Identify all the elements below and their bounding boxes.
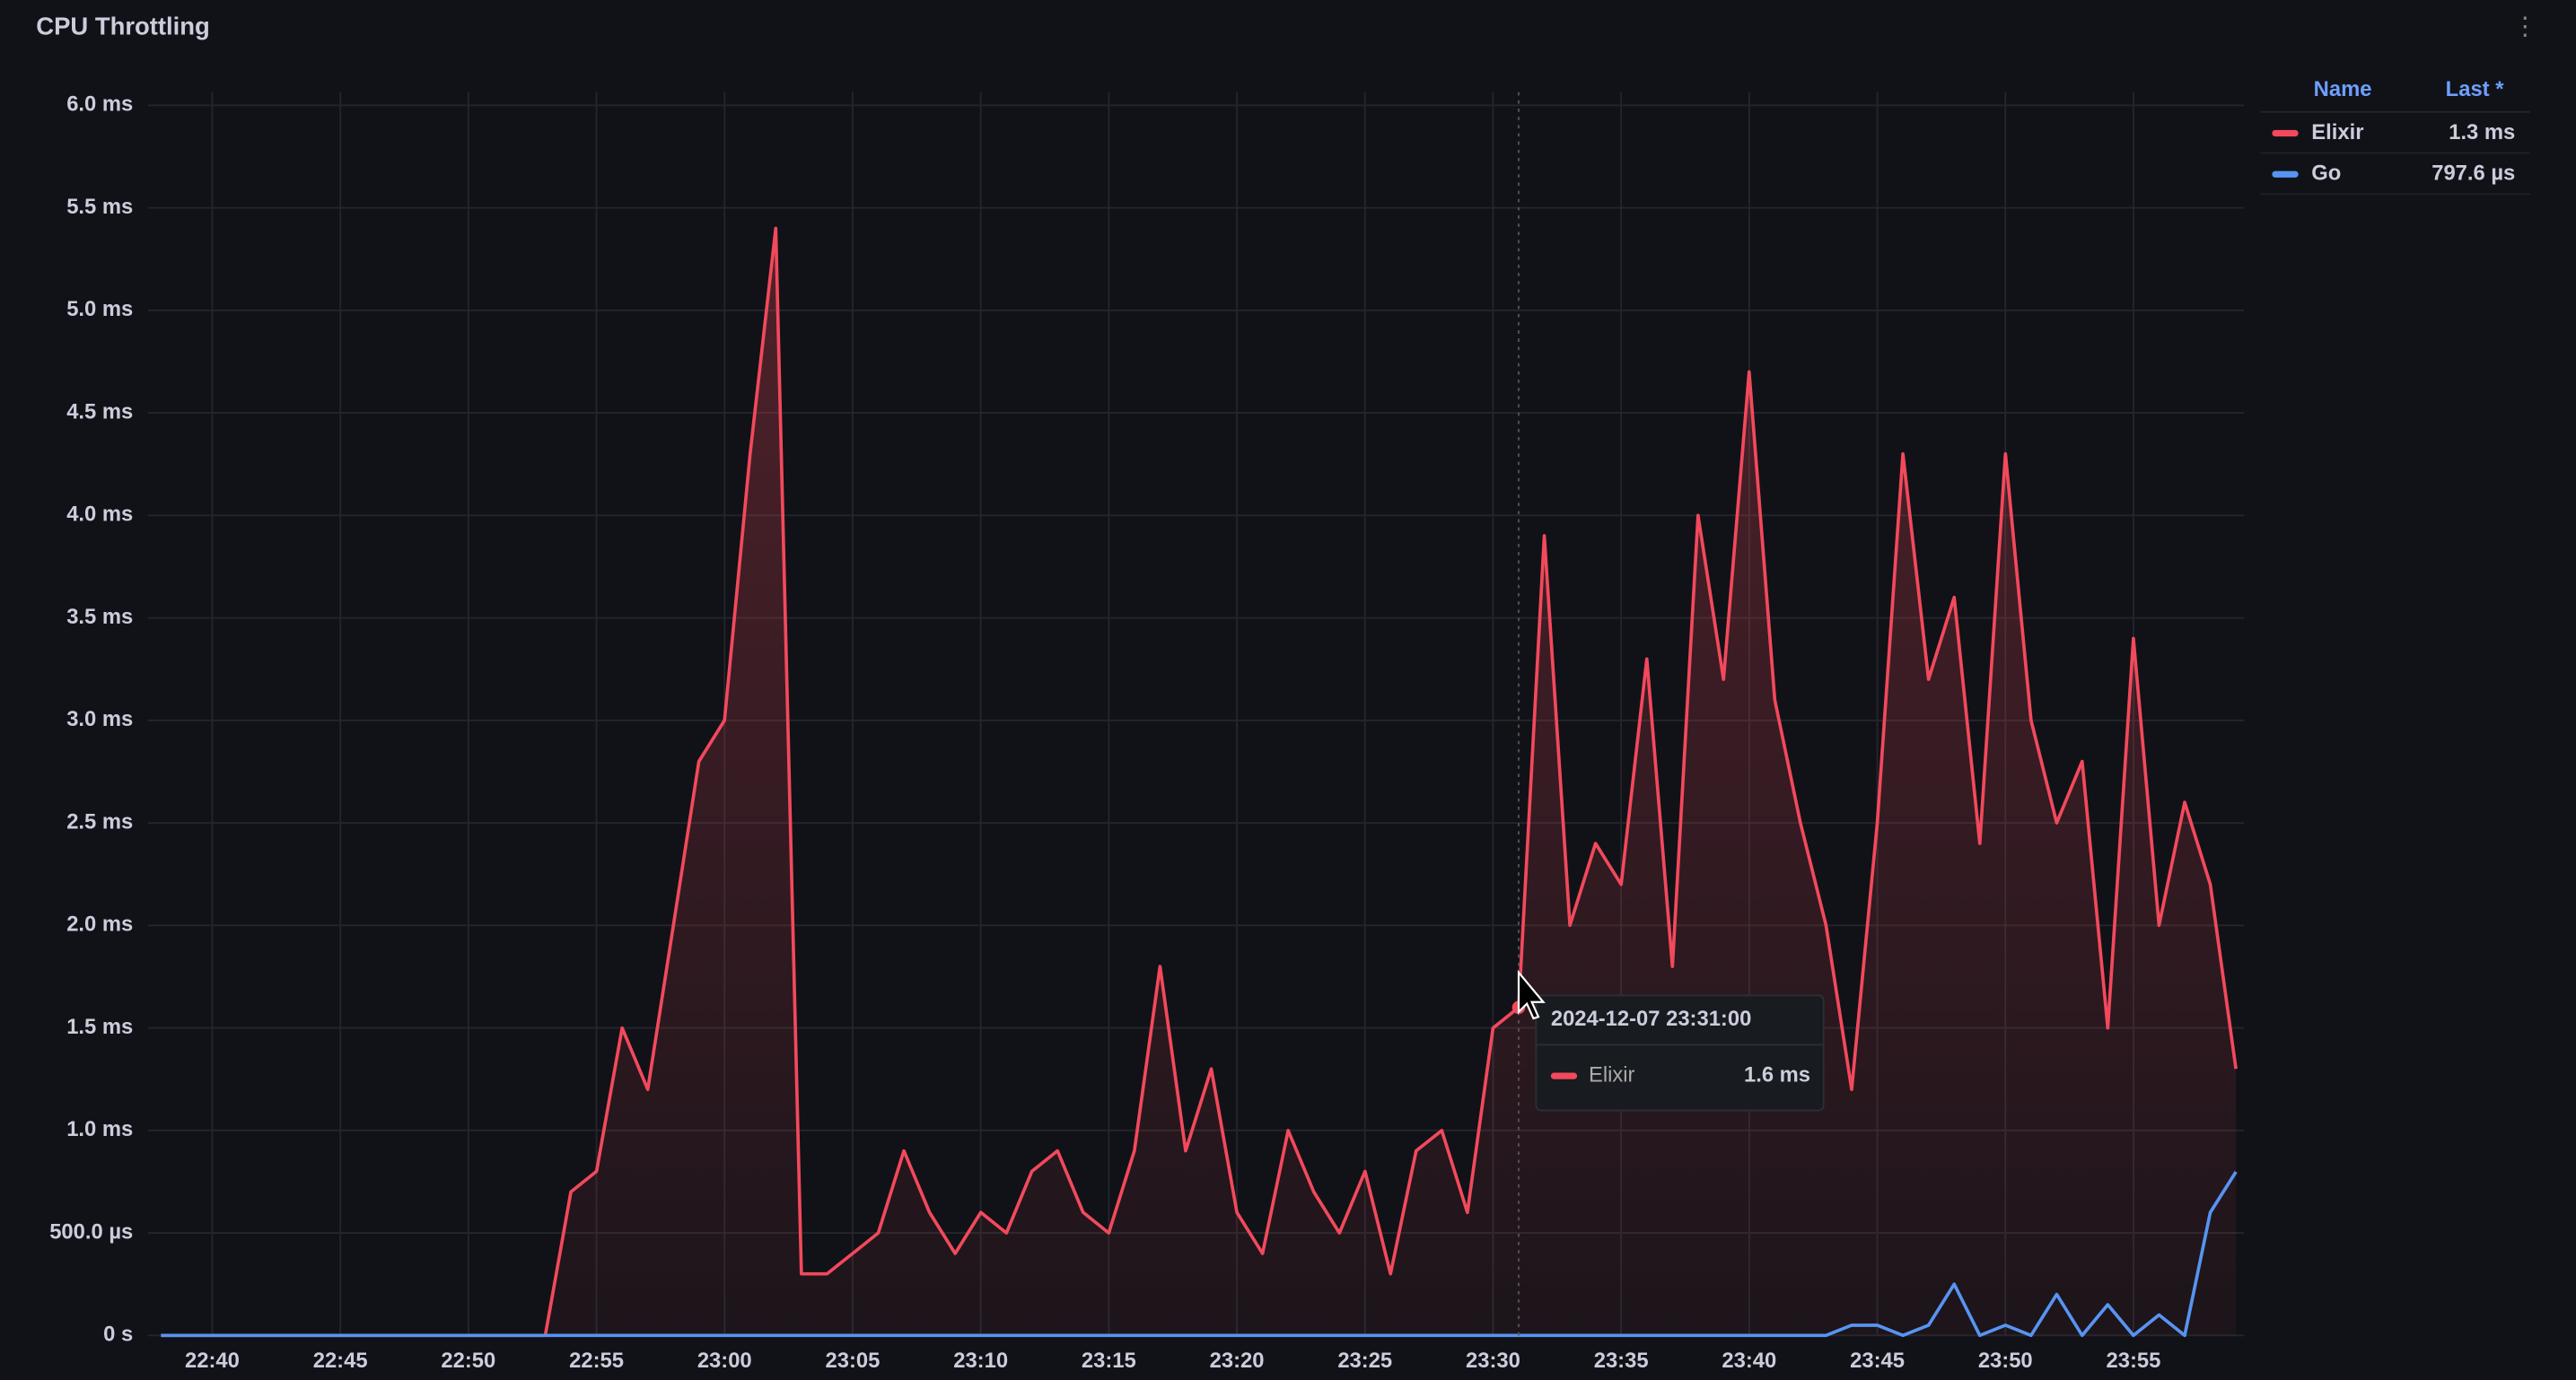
x-tick-label: 23:25	[1337, 1349, 1392, 1373]
y-tick-label: 2.0 ms	[66, 913, 133, 937]
x-tick-label: 23:15	[1082, 1349, 1136, 1373]
tooltip-time: 2024-12-07 23:31:00	[1551, 1007, 1751, 1031]
legend-last: 1.3 ms	[2449, 120, 2515, 144]
x-tick-label: 22:40	[185, 1349, 240, 1373]
y-tick-label: 3.0 ms	[66, 707, 133, 731]
x-tick-label: 23:20	[1210, 1349, 1265, 1373]
x-tick-label: 22:45	[313, 1349, 368, 1373]
legend-swatch	[2272, 129, 2299, 137]
x-tick-label: 23:30	[1466, 1349, 1520, 1373]
legend-name[interactable]: Go	[2311, 162, 2341, 186]
legend-last: 797.6 µs	[2431, 162, 2515, 186]
tooltip-series: Elixir	[1589, 1062, 1635, 1087]
x-tick-label: 23:40	[1722, 1349, 1776, 1373]
legend-header: Last *	[2446, 77, 2505, 101]
y-tick-label: 1.5 ms	[66, 1015, 133, 1039]
legend-name[interactable]: Elixir	[2311, 120, 2363, 144]
tooltip-swatch	[1550, 1072, 1578, 1079]
y-tick-label: 500.0 µs	[49, 1219, 133, 1244]
x-tick-label: 23:55	[2107, 1349, 2161, 1373]
x-tick-label: 23:50	[1978, 1349, 2033, 1373]
panel-title: CPU Throttling	[36, 13, 210, 40]
x-tick-label: 22:55	[569, 1349, 624, 1373]
x-tick-label: 23:35	[1594, 1349, 1649, 1373]
menu-icon[interactable]: ⋮	[2513, 13, 2537, 40]
y-tick-label: 5.0 ms	[66, 297, 133, 321]
tooltip: 2024-12-07 23:31:00 Elixir 1.6 ms	[1535, 994, 1825, 1112]
tooltip-box	[1535, 994, 1825, 1112]
cursor	[1517, 969, 1546, 1020]
y-tick-label: 3.5 ms	[66, 605, 133, 629]
x-tick-label: 22:50	[441, 1349, 495, 1373]
y-tick-label: 6.0 ms	[66, 92, 133, 117]
legend-header: Name	[2314, 77, 2372, 101]
x-tick-label: 23:10	[953, 1349, 1008, 1373]
x-tick-label: 23:05	[826, 1349, 881, 1373]
y-tick-label: 0 s	[103, 1323, 133, 1347]
y-tick-label: 4.0 ms	[66, 502, 133, 527]
legend-swatch	[2272, 170, 2299, 178]
y-tick-label: 4.5 ms	[66, 399, 133, 424]
y-tick-label: 1.0 ms	[66, 1117, 133, 1141]
x-tick-label: 23:45	[1850, 1349, 1905, 1373]
y-tick-label: 5.5 ms	[66, 195, 133, 219]
x-tick-label: 23:00	[697, 1349, 752, 1373]
y-tick-label: 2.5 ms	[66, 809, 133, 834]
series-line	[161, 1171, 2238, 1338]
tooltip-value: 1.6 ms	[1744, 1062, 1810, 1087]
